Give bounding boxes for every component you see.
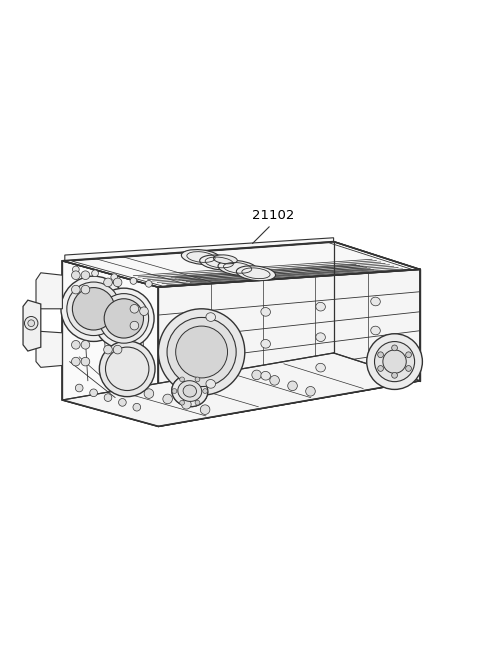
Ellipse shape <box>371 326 380 335</box>
Circle shape <box>81 271 90 279</box>
Ellipse shape <box>316 302 325 311</box>
Polygon shape <box>62 353 420 426</box>
Circle shape <box>383 350 406 373</box>
Circle shape <box>163 394 172 403</box>
Circle shape <box>172 388 177 394</box>
Circle shape <box>180 377 184 382</box>
Circle shape <box>72 266 79 273</box>
Circle shape <box>367 334 422 390</box>
Ellipse shape <box>214 255 237 264</box>
Ellipse shape <box>178 380 202 401</box>
Circle shape <box>99 341 155 397</box>
Circle shape <box>81 358 90 366</box>
Circle shape <box>195 400 200 405</box>
Circle shape <box>113 278 122 287</box>
Polygon shape <box>158 270 420 426</box>
Circle shape <box>158 309 245 395</box>
Circle shape <box>130 304 139 313</box>
Circle shape <box>406 352 411 358</box>
Circle shape <box>252 370 262 380</box>
Circle shape <box>28 320 35 327</box>
Circle shape <box>119 399 126 406</box>
Circle shape <box>81 285 90 294</box>
Polygon shape <box>158 270 420 426</box>
Ellipse shape <box>261 371 270 380</box>
Circle shape <box>145 281 152 287</box>
Ellipse shape <box>316 363 325 372</box>
Circle shape <box>24 316 38 330</box>
Ellipse shape <box>371 297 380 306</box>
Circle shape <box>406 365 411 371</box>
Circle shape <box>378 365 384 371</box>
Polygon shape <box>62 241 420 287</box>
Polygon shape <box>36 331 62 367</box>
Circle shape <box>203 388 207 394</box>
Circle shape <box>392 373 397 379</box>
Text: 21102: 21102 <box>252 209 295 222</box>
Ellipse shape <box>236 266 276 281</box>
Circle shape <box>67 282 120 336</box>
Polygon shape <box>62 241 420 287</box>
Ellipse shape <box>316 333 325 342</box>
Circle shape <box>90 389 97 397</box>
Circle shape <box>113 345 122 354</box>
Circle shape <box>104 345 112 354</box>
Circle shape <box>104 298 144 338</box>
Circle shape <box>167 318 236 386</box>
Circle shape <box>374 342 415 382</box>
Circle shape <box>61 276 126 341</box>
Circle shape <box>270 375 279 385</box>
Ellipse shape <box>261 340 270 348</box>
Circle shape <box>180 400 184 405</box>
Circle shape <box>72 358 80 366</box>
Circle shape <box>133 403 141 411</box>
Ellipse shape <box>172 375 208 407</box>
Circle shape <box>75 384 83 392</box>
Circle shape <box>130 277 137 284</box>
Circle shape <box>144 389 154 398</box>
Circle shape <box>111 274 118 281</box>
Circle shape <box>104 394 112 401</box>
Circle shape <box>195 377 200 382</box>
Circle shape <box>72 287 115 330</box>
Polygon shape <box>36 273 62 309</box>
Circle shape <box>306 386 315 396</box>
Polygon shape <box>23 300 41 351</box>
Polygon shape <box>65 237 334 261</box>
Ellipse shape <box>206 380 216 388</box>
Polygon shape <box>62 261 158 426</box>
Circle shape <box>130 321 139 330</box>
Ellipse shape <box>181 249 220 264</box>
Circle shape <box>140 307 148 316</box>
Circle shape <box>176 326 228 378</box>
Circle shape <box>104 278 112 287</box>
Ellipse shape <box>218 260 257 276</box>
Ellipse shape <box>261 308 270 316</box>
Circle shape <box>99 294 149 343</box>
Ellipse shape <box>183 385 196 397</box>
Circle shape <box>72 285 80 294</box>
Ellipse shape <box>206 346 216 355</box>
Circle shape <box>200 405 210 415</box>
Polygon shape <box>62 261 158 426</box>
Ellipse shape <box>206 313 216 321</box>
Circle shape <box>94 288 154 348</box>
Ellipse shape <box>371 355 380 364</box>
Circle shape <box>81 340 90 349</box>
Circle shape <box>72 271 80 279</box>
Circle shape <box>392 345 397 351</box>
Circle shape <box>181 400 191 409</box>
Circle shape <box>92 270 98 277</box>
Ellipse shape <box>200 255 239 270</box>
Circle shape <box>288 381 297 390</box>
Circle shape <box>378 352 384 358</box>
Ellipse shape <box>172 375 208 407</box>
Circle shape <box>72 340 80 349</box>
